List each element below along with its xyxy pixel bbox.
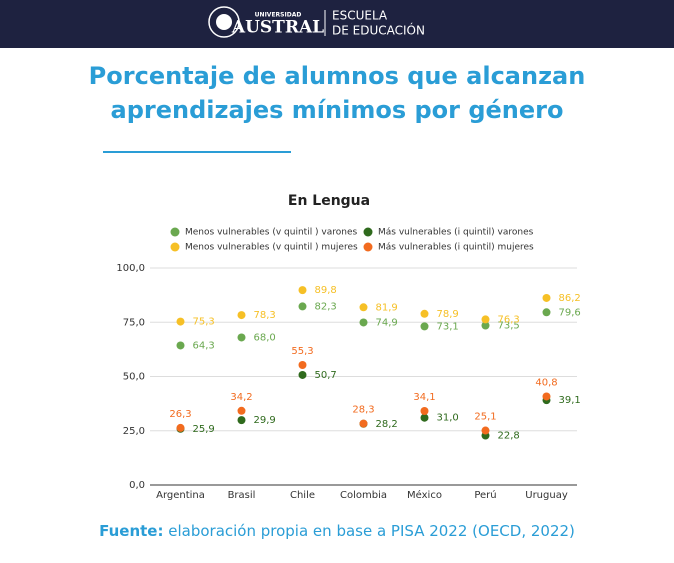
value-label: 78,3 bbox=[254, 310, 276, 321]
value-label: 81,9 bbox=[376, 302, 398, 313]
value-label: 28,3 bbox=[352, 405, 374, 416]
value-label: 64,3 bbox=[193, 340, 215, 351]
y-tick-label: 0,0 bbox=[129, 480, 145, 491]
value-label: 73,5 bbox=[498, 321, 520, 332]
value-label: 26,3 bbox=[169, 409, 191, 420]
chart-title: En Lengua bbox=[288, 193, 370, 209]
value-label: 34,2 bbox=[230, 392, 252, 403]
x-tick-label: Perú bbox=[474, 489, 496, 501]
footer: Fuente: elaboración propia en base a PIS… bbox=[0, 522, 674, 540]
point bbox=[420, 322, 429, 331]
legend-swatch bbox=[363, 242, 373, 252]
point bbox=[298, 286, 307, 295]
point bbox=[359, 419, 368, 428]
legend-label: Menos vulnerables (v quintil ) varones bbox=[185, 228, 358, 238]
point bbox=[359, 303, 368, 312]
value-label: 55,3 bbox=[291, 346, 313, 357]
y-tick-label: 75,0 bbox=[123, 317, 145, 328]
point bbox=[237, 416, 246, 425]
legend-label: Más vulnerables (i quintil) mujeres bbox=[378, 243, 534, 253]
x-tick-label: Brasil bbox=[228, 490, 256, 501]
value-label: 86,2 bbox=[559, 293, 581, 304]
header: UNIVERSIDAD AUSTRAL ESCUELA DE EDUCACIÓN bbox=[0, 0, 674, 48]
value-label: 76,3 bbox=[498, 314, 520, 325]
point bbox=[542, 308, 551, 317]
y-tick-label: 50,0 bbox=[123, 372, 145, 383]
value-label: 29,9 bbox=[254, 415, 276, 426]
point bbox=[237, 406, 246, 415]
university: AUSTRAL bbox=[231, 18, 324, 38]
school-line1: ESCUELA bbox=[332, 9, 388, 23]
footer-label: Fuente: bbox=[99, 522, 164, 540]
university-small: UNIVERSIDAD bbox=[255, 12, 302, 19]
logo-seal bbox=[208, 6, 240, 38]
value-label: 89,8 bbox=[315, 285, 337, 296]
x-tick-label: Colombia bbox=[340, 490, 387, 501]
x-tick-label: Chile bbox=[290, 490, 315, 501]
value-label: 78,9 bbox=[437, 309, 459, 320]
point bbox=[237, 333, 246, 342]
header-logo: UNIVERSIDAD AUSTRAL ESCUELA DE EDUCACIÓN bbox=[208, 6, 425, 38]
value-label: 25,1 bbox=[474, 412, 496, 423]
point bbox=[481, 315, 490, 324]
value-label: 73,1 bbox=[437, 321, 459, 332]
value-label: 74,9 bbox=[376, 317, 398, 328]
value-label: 68,0 bbox=[254, 332, 276, 343]
value-label: 82,3 bbox=[315, 301, 337, 312]
x-tick-label: México bbox=[407, 489, 442, 501]
point bbox=[420, 309, 429, 318]
point bbox=[420, 413, 429, 422]
value-label: 75,3 bbox=[193, 317, 215, 328]
x-tick-label: Uruguay bbox=[525, 490, 568, 501]
value-label: 39,1 bbox=[559, 395, 581, 406]
value-label: 31,0 bbox=[437, 413, 459, 424]
y-tick-label: 100,0 bbox=[116, 263, 145, 274]
point bbox=[176, 423, 185, 432]
value-label: 28,2 bbox=[376, 419, 398, 430]
school-line2: DE EDUCACIÓN bbox=[332, 23, 425, 38]
point bbox=[359, 318, 368, 327]
title-line: aprendizajes mínimos por género bbox=[110, 96, 564, 124]
point bbox=[298, 302, 307, 311]
point bbox=[420, 407, 429, 416]
point bbox=[176, 341, 185, 350]
footer-text: elaboración propia en base a PISA 2022 (… bbox=[163, 522, 575, 540]
point bbox=[481, 426, 490, 435]
point bbox=[542, 293, 551, 302]
value-label: 50,7 bbox=[315, 370, 337, 381]
legend-swatch bbox=[170, 227, 180, 237]
value-label: 34,1 bbox=[413, 392, 435, 403]
legend-swatch bbox=[363, 227, 373, 237]
value-label: 40,8 bbox=[535, 377, 557, 388]
y-tick-label: 25,0 bbox=[123, 426, 145, 437]
title-line: Porcentaje de alumnos que alcanzan bbox=[88, 62, 586, 90]
x-tick-label: Argentina bbox=[156, 490, 205, 501]
value-label: 22,8 bbox=[498, 431, 520, 442]
point bbox=[298, 370, 307, 379]
legend-swatch bbox=[170, 242, 180, 252]
legend-label: Más vulnerables (i quintil) varones bbox=[378, 228, 534, 238]
point bbox=[237, 311, 246, 320]
value-label: 25,9 bbox=[193, 424, 215, 435]
point bbox=[481, 321, 490, 330]
point bbox=[542, 392, 551, 401]
logo-seal-inner bbox=[216, 14, 232, 30]
point bbox=[176, 317, 185, 326]
title-underline bbox=[103, 151, 291, 153]
point bbox=[298, 360, 307, 369]
value-label: 79,6 bbox=[559, 307, 581, 318]
chart: En Lengua 0,0 25,0 50,0 75,0 100,0 Argentina B… bbox=[116, 193, 581, 501]
legend-label: Menos vulnerables (v quintil ) mujeres bbox=[185, 243, 358, 253]
